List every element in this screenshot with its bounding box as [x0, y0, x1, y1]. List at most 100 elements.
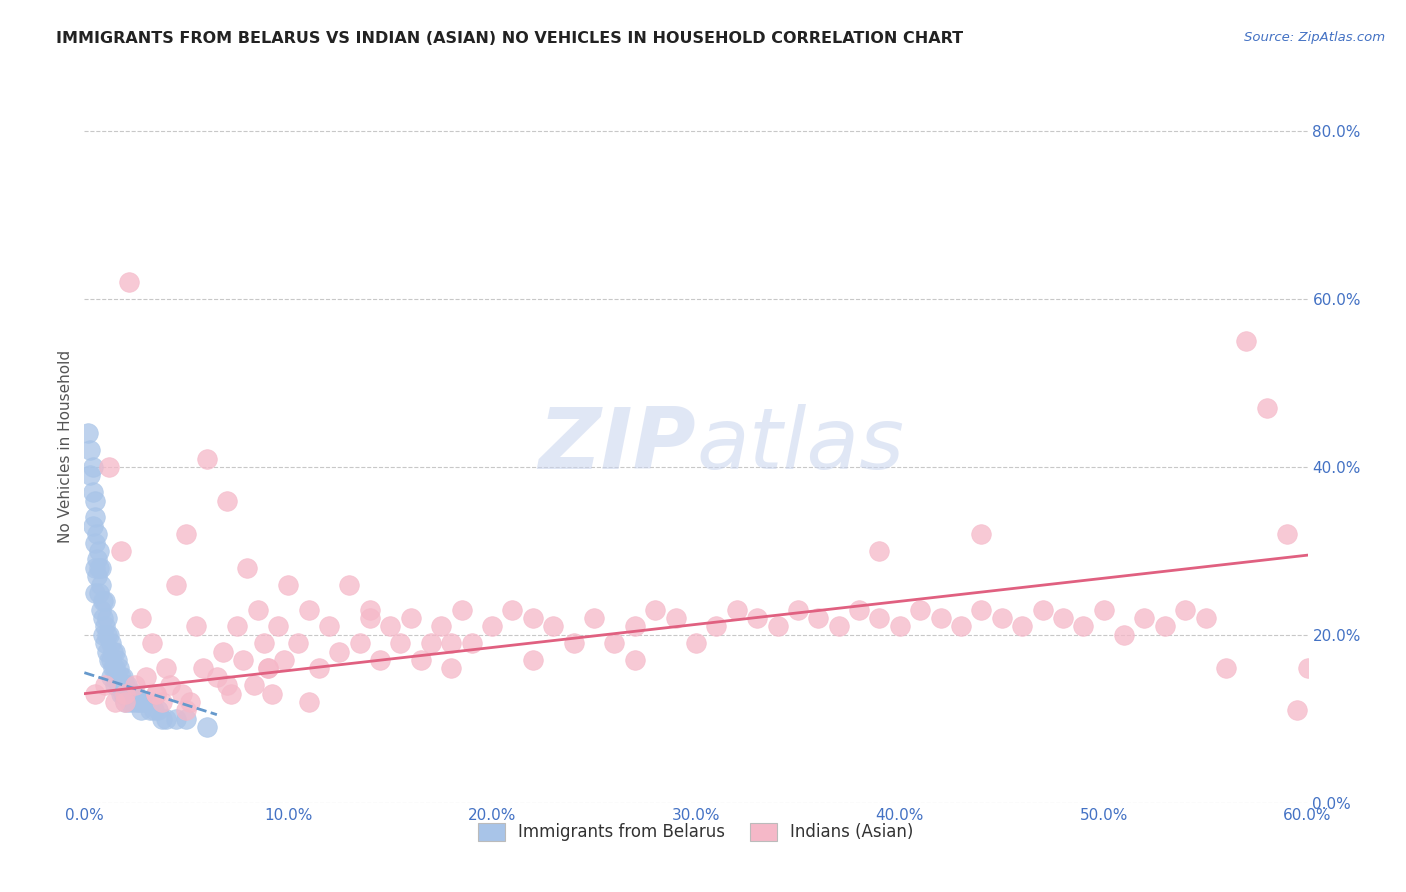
Point	[232, 653, 254, 667]
Point	[191, 661, 214, 675]
Point	[83, 510, 105, 524]
Point	[368, 653, 391, 667]
Point	[96, 628, 118, 642]
Point	[1114, 628, 1136, 642]
Point	[118, 695, 141, 709]
Point	[172, 687, 194, 701]
Text: atlas: atlas	[696, 404, 904, 488]
Point	[159, 678, 181, 692]
Point	[165, 577, 187, 591]
Point	[1011, 619, 1033, 633]
Point	[104, 661, 127, 675]
Point	[104, 695, 127, 709]
Point	[146, 703, 169, 717]
Point	[114, 678, 136, 692]
Point	[389, 636, 412, 650]
Point	[440, 661, 463, 675]
Point	[1215, 661, 1237, 675]
Point	[217, 493, 239, 508]
Point	[174, 527, 197, 541]
Point	[100, 653, 122, 667]
Point	[359, 603, 381, 617]
Point	[90, 560, 112, 574]
Point	[603, 636, 626, 650]
Point	[97, 653, 120, 667]
Point	[950, 619, 973, 633]
Point	[562, 636, 585, 650]
Point	[349, 636, 371, 650]
Point	[86, 569, 108, 583]
Point	[706, 619, 728, 633]
Point	[115, 678, 138, 692]
Point	[86, 527, 108, 541]
Point	[257, 661, 280, 675]
Point	[131, 611, 153, 625]
Point	[440, 636, 463, 650]
Point	[308, 661, 330, 675]
Point	[174, 712, 197, 726]
Point	[104, 645, 127, 659]
Point	[112, 670, 135, 684]
Point	[481, 619, 503, 633]
Point	[138, 703, 160, 717]
Point	[298, 603, 321, 617]
Text: IMMIGRANTS FROM BELARUS VS INDIAN (ASIAN) NO VEHICLES IN HOUSEHOLD CORRELATION C: IMMIGRANTS FROM BELARUS VS INDIAN (ASIAN…	[56, 31, 963, 46]
Point	[110, 687, 132, 701]
Point	[96, 645, 118, 659]
Point	[991, 611, 1014, 625]
Point	[87, 544, 110, 558]
Point	[155, 712, 177, 726]
Point	[145, 687, 167, 701]
Point	[273, 653, 295, 667]
Point	[461, 636, 484, 650]
Point	[105, 653, 128, 667]
Point	[195, 451, 218, 466]
Point	[87, 586, 110, 600]
Point	[186, 619, 208, 633]
Point	[246, 603, 269, 617]
Point	[869, 544, 891, 558]
Point	[174, 703, 197, 717]
Point	[155, 661, 177, 675]
Point	[1296, 661, 1319, 675]
Point	[82, 485, 104, 500]
Point	[420, 636, 443, 650]
Point	[1073, 619, 1095, 633]
Point	[848, 603, 870, 617]
Point	[380, 619, 402, 633]
Point	[1286, 703, 1309, 717]
Point	[110, 544, 132, 558]
Point	[86, 552, 108, 566]
Point	[409, 653, 432, 667]
Point	[624, 653, 647, 667]
Point	[1256, 401, 1278, 416]
Point	[93, 678, 115, 692]
Point	[100, 670, 122, 684]
Point	[644, 603, 666, 617]
Point	[91, 628, 114, 642]
Point	[128, 695, 150, 709]
Point	[236, 560, 259, 574]
Point	[118, 275, 141, 289]
Point	[90, 577, 112, 591]
Point	[90, 603, 112, 617]
Point	[135, 670, 157, 684]
Point	[179, 695, 201, 709]
Point	[359, 611, 381, 625]
Point	[150, 695, 173, 709]
Point	[82, 460, 104, 475]
Point	[101, 645, 124, 659]
Point	[114, 695, 136, 709]
Point	[83, 493, 105, 508]
Point	[83, 687, 105, 701]
Point	[929, 611, 952, 625]
Point	[889, 619, 911, 633]
Point	[127, 695, 149, 709]
Legend: Immigrants from Belarus, Indians (Asian): Immigrants from Belarus, Indians (Asian)	[471, 816, 921, 848]
Point	[105, 670, 128, 684]
Point	[685, 636, 707, 650]
Point	[828, 619, 851, 633]
Point	[79, 443, 101, 458]
Point	[82, 518, 104, 533]
Point	[124, 687, 146, 701]
